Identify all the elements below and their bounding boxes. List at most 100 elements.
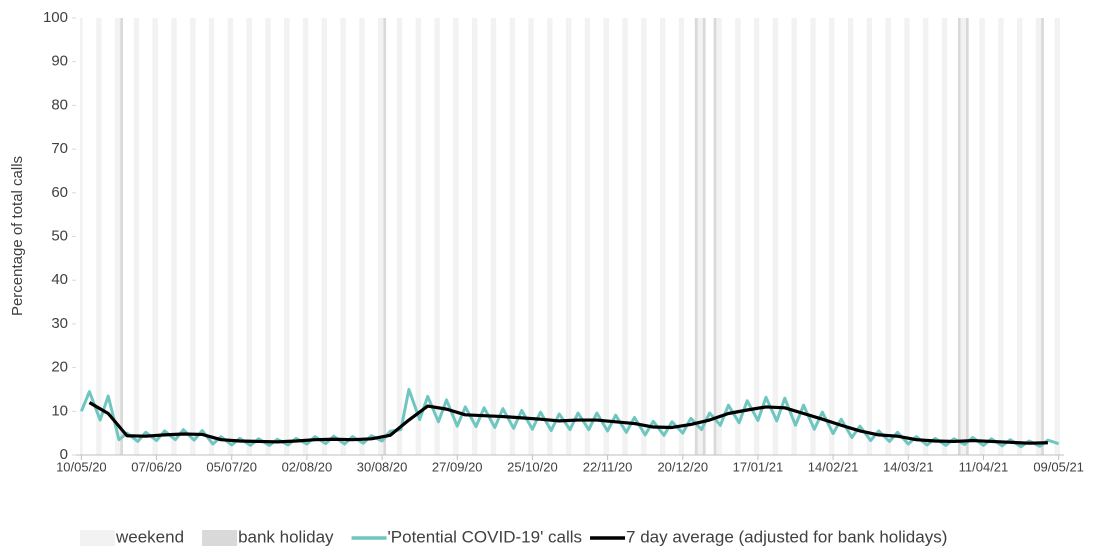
weekend-band [963,18,967,455]
x-tick-label: 17/01/21 [733,459,784,474]
y-tick-label: 0 [60,446,68,463]
weekend-band [641,18,644,455]
weekend-band [1019,18,1023,455]
weekend-band [321,18,325,455]
weekend-band [1057,18,1060,455]
weekend-band [829,18,832,455]
bank-holiday-band [966,18,969,455]
weekend-band [343,18,346,455]
y-tick-label: 10 [51,402,68,419]
weekend-band [1000,18,1004,455]
bank-holiday-band [1041,18,1044,455]
weekend-band [735,18,738,455]
weekend-band [284,18,287,455]
weekend-band [1038,18,1042,455]
x-tick-label: 05/07/20 [206,459,257,474]
legend-swatch [80,530,115,546]
bank-holiday-band [120,18,123,455]
x-tick-label: 27/09/20 [432,459,483,474]
weekend-band [625,18,628,455]
x-tick-label: 11/04/21 [959,459,1009,474]
weekend-band [678,18,682,455]
weekend-band [230,18,234,455]
weekend-band [944,18,948,455]
weekend-band [925,18,929,455]
y-tick-label: 60 [51,184,68,201]
weekend-band [324,18,328,455]
y-tick-label: 50 [51,227,68,244]
weekend-band [565,18,569,455]
weekend-band [622,18,626,455]
weekend-band [812,18,816,455]
weekend-band [888,18,891,455]
weekend-band [866,18,870,455]
weekend-band [775,18,779,455]
weekend-band [192,18,196,455]
weekend-band [584,18,588,455]
weekend-band [549,18,553,455]
y-tick-label: 40 [51,271,68,288]
y-tick-label: 30 [51,315,68,332]
bank-holiday-band [383,18,387,455]
bank-holiday-band [713,18,717,455]
weekend-band [772,18,776,455]
x-tick-label: 02/08/20 [282,459,333,474]
weekend-band [756,18,760,455]
x-tick-label: 10/05/20 [56,459,107,474]
weekend-band [547,18,550,455]
x-tick-label: 30/08/20 [357,459,408,474]
weekend-band [531,18,534,455]
x-tick-label: 20/12/20 [657,459,708,474]
weekend-band [359,18,362,455]
x-tick-label: 07/06/20 [131,459,182,474]
weekend-band [587,18,591,455]
weekend-band [136,18,140,455]
legend-swatch [202,530,238,546]
legend-label: weekend [115,527,184,546]
weekend-band [568,18,572,455]
weekend-band [152,18,156,455]
weekend-band [659,18,663,455]
weekend-band [437,18,440,455]
y-tick-label: 20 [51,359,68,376]
weekend-band [1054,18,1058,455]
weekend-band [885,18,889,455]
weekend-band [117,18,121,455]
weekend-band [998,18,1001,455]
x-tick-label: 22/11/20 [583,459,633,474]
weekend-band [700,18,703,455]
weekend-band [361,18,365,455]
y-axis-title: Percentage of total calls [9,156,26,316]
weekend-band [606,18,609,455]
weekend-band [453,18,456,455]
weekend-band [681,18,685,455]
weekend-band [662,18,666,455]
weekend-band [869,18,873,455]
weekend-band [302,18,306,455]
y-tick-label: 100 [43,9,68,26]
weekend-band [904,18,907,455]
x-tick-label: 14/03/21 [883,459,934,474]
weekend-band [528,18,532,455]
weekend-band [1017,18,1020,455]
weekend-band [1035,18,1039,455]
weekend-band [227,18,231,455]
weekend-band [396,18,400,455]
weekend-band [979,18,983,455]
legend-label: 'Potential COVID-19' calls [388,527,583,546]
weekend-band [171,18,174,455]
weekend-band [810,18,813,455]
weekend-band [474,18,478,455]
legend: weekend bank holiday 'Potential COVID-19' … [80,527,947,546]
weekend-band [850,18,854,455]
weekend-band [286,18,290,455]
weekend-band [305,18,309,455]
y-tick-label: 70 [51,140,68,157]
weekend-band [643,18,647,455]
weekend-band [509,18,513,455]
weekend-band [340,18,344,455]
weekend-band [923,18,926,455]
weekend-band [246,18,250,455]
weekend-band [716,18,720,455]
